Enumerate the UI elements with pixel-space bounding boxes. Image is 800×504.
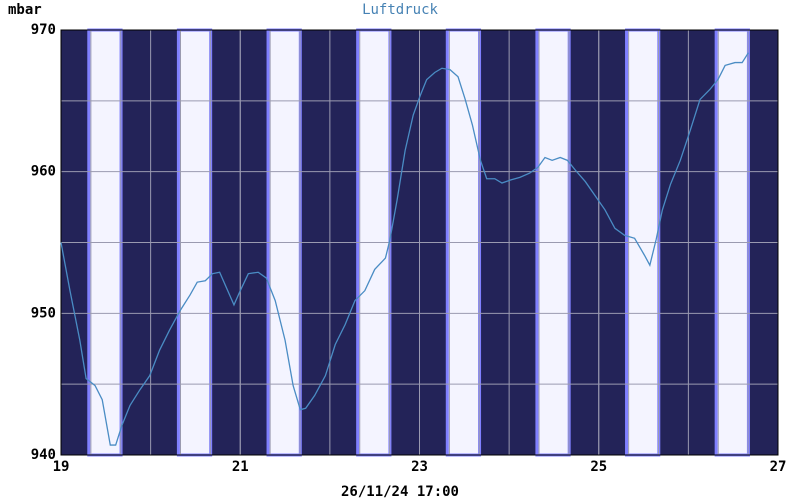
y-tick-label: 940 bbox=[31, 447, 56, 463]
y-tick-label: 960 bbox=[31, 164, 56, 180]
data-line bbox=[60, 52, 749, 446]
x-tick-label: 21 bbox=[232, 459, 249, 475]
chart-title: Luftdruck bbox=[362, 2, 438, 18]
y-tick-label: 950 bbox=[31, 305, 56, 321]
x-tick-label: 27 bbox=[770, 459, 787, 475]
x-tick-label: 19 bbox=[53, 459, 70, 475]
y-tick-label: 970 bbox=[31, 22, 56, 38]
y-axis-label: mbar bbox=[8, 2, 42, 18]
timestamp: 26/11/24 17:00 bbox=[341, 484, 459, 500]
x-tick-label: 23 bbox=[411, 459, 428, 475]
x-tick-label: 25 bbox=[590, 459, 607, 475]
